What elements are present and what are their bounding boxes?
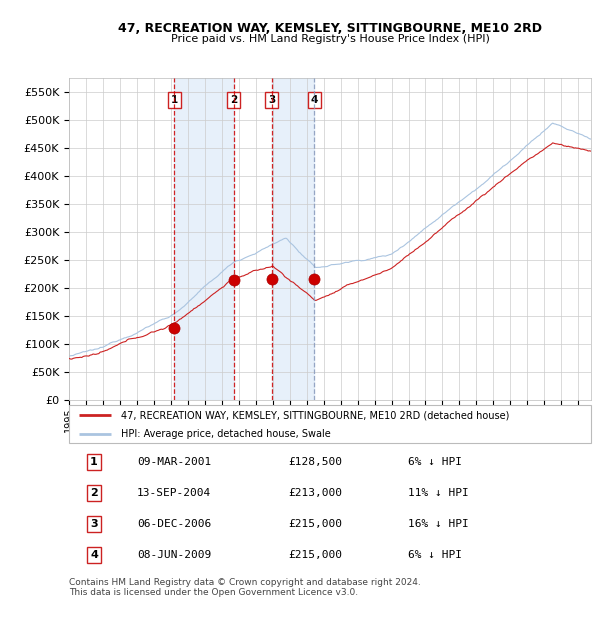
Text: £128,500: £128,500 bbox=[288, 457, 342, 467]
Text: 4: 4 bbox=[310, 95, 318, 105]
Text: Price paid vs. HM Land Registry's House Price Index (HPI): Price paid vs. HM Land Registry's House … bbox=[170, 34, 490, 44]
Bar bbox=[272, 78, 314, 400]
Text: 06-DEC-2006: 06-DEC-2006 bbox=[137, 519, 211, 529]
Text: Contains HM Land Registry data © Crown copyright and database right 2024.
This d: Contains HM Land Registry data © Crown c… bbox=[69, 578, 421, 597]
Text: £213,000: £213,000 bbox=[288, 488, 342, 498]
Text: 3: 3 bbox=[90, 519, 98, 529]
Text: 11% ↓ HPI: 11% ↓ HPI bbox=[409, 488, 469, 498]
Text: 6% ↓ HPI: 6% ↓ HPI bbox=[409, 550, 463, 560]
Text: 09-MAR-2001: 09-MAR-2001 bbox=[137, 457, 211, 467]
Text: 47, RECREATION WAY, KEMSLEY, SITTINGBOURNE, ME10 2RD: 47, RECREATION WAY, KEMSLEY, SITTINGBOUR… bbox=[118, 22, 542, 35]
Text: 2: 2 bbox=[90, 488, 98, 498]
Text: 4: 4 bbox=[90, 550, 98, 560]
Text: 3: 3 bbox=[268, 95, 275, 105]
Text: 16% ↓ HPI: 16% ↓ HPI bbox=[409, 519, 469, 529]
FancyBboxPatch shape bbox=[69, 405, 591, 443]
Bar bbox=[174, 78, 233, 400]
Text: HPI: Average price, detached house, Swale: HPI: Average price, detached house, Swal… bbox=[121, 428, 331, 438]
Text: £215,000: £215,000 bbox=[288, 519, 342, 529]
Text: 1: 1 bbox=[170, 95, 178, 105]
Text: £215,000: £215,000 bbox=[288, 550, 342, 560]
Text: 13-SEP-2004: 13-SEP-2004 bbox=[137, 488, 211, 498]
Text: 47, RECREATION WAY, KEMSLEY, SITTINGBOURNE, ME10 2RD (detached house): 47, RECREATION WAY, KEMSLEY, SITTINGBOUR… bbox=[121, 410, 509, 420]
Text: 08-JUN-2009: 08-JUN-2009 bbox=[137, 550, 211, 560]
Text: 1: 1 bbox=[90, 457, 98, 467]
Text: 6% ↓ HPI: 6% ↓ HPI bbox=[409, 457, 463, 467]
Text: 2: 2 bbox=[230, 95, 237, 105]
